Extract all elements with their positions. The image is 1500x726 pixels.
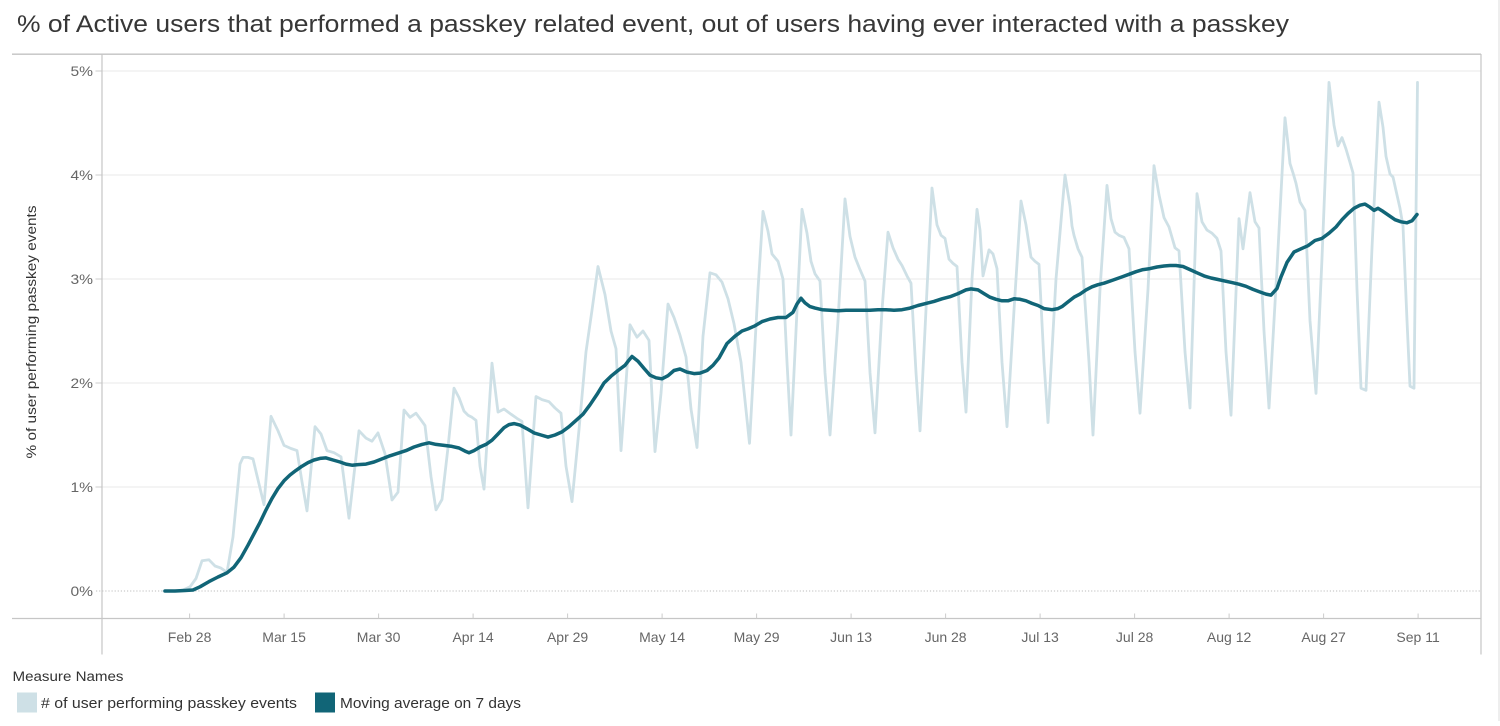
svg-text:2%: 2%	[71, 375, 94, 391]
svg-text:% of Active users that perform: % of Active users that performed a passk…	[17, 11, 1289, 38]
svg-text:Jul 13: Jul 13	[1021, 629, 1059, 645]
svg-text:Apr 29: Apr 29	[547, 629, 588, 645]
svg-text:# of user performing passkey e: # of user performing passkey events	[41, 695, 297, 712]
svg-text:5%: 5%	[71, 63, 94, 79]
svg-text:0%: 0%	[71, 583, 94, 599]
svg-text:Jun 28: Jun 28	[925, 629, 967, 645]
svg-text:May 14: May 14	[639, 629, 685, 645]
svg-text:Mar 30: Mar 30	[357, 629, 401, 645]
svg-text:Jun 13: Jun 13	[830, 629, 872, 645]
svg-text:4%: 4%	[71, 167, 94, 183]
svg-text:Aug 27: Aug 27	[1301, 629, 1346, 645]
svg-text:Jul 28: Jul 28	[1116, 629, 1154, 645]
svg-text:Sep 11: Sep 11	[1396, 629, 1440, 645]
svg-text:1%: 1%	[71, 479, 94, 495]
svg-text:Mar 15: Mar 15	[262, 629, 306, 645]
svg-text:Moving average on 7 days: Moving average on 7 days	[340, 695, 521, 712]
svg-text:3%: 3%	[71, 271, 94, 287]
svg-text:Feb 28: Feb 28	[168, 629, 212, 645]
svg-text:% of user performing passkey e: % of user performing passkey events	[24, 205, 39, 458]
svg-text:Aug 12: Aug 12	[1207, 629, 1252, 645]
svg-text:Apr 14: Apr 14	[452, 629, 493, 645]
svg-text:May 29: May 29	[734, 629, 780, 645]
svg-text:Measure Names: Measure Names	[13, 669, 124, 684]
